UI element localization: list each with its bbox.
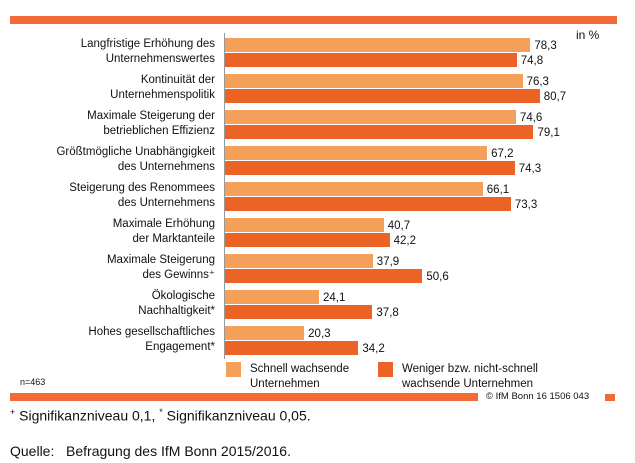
bar-fast-growing: [225, 326, 305, 340]
data-label: 50,6: [426, 270, 449, 283]
bar-fast-growing: [225, 38, 531, 52]
unit-label: in %: [576, 28, 600, 42]
data-label: 40,7: [387, 220, 411, 232]
bar-slow-growing: [225, 52, 517, 67]
category-label: Maximale Steigerung des Gewinns⁺: [106, 254, 215, 281]
category-label: Maximale Steigerung der betrieblichen Ef…: [87, 110, 215, 137]
legend-label-fast: Schnell wachsende Unternehmen: [250, 363, 350, 390]
legend-swatch-slow: [378, 362, 393, 377]
data-label: 78,3: [534, 40, 557, 52]
bar-slow-growing: [225, 196, 511, 211]
bar-fast-growing: [225, 254, 373, 268]
footnote-plus-text: Signifikanzniveau 0,1,: [15, 407, 160, 424]
category-label: Größtmögliche Unabhängigkeit des Unterne…: [56, 146, 215, 173]
data-label: 67,2: [491, 148, 514, 160]
star-marker: *: [159, 407, 163, 417]
data-label: 66,1: [486, 184, 510, 196]
data-label: 37,8: [376, 306, 399, 319]
footnote-star-text: Signifikanzniveau 0,05.: [162, 407, 311, 424]
category-label: Hohes gesellschaftliches Engagement*: [88, 326, 215, 353]
data-label: 42,2: [393, 234, 416, 247]
sample-size: n=463: [20, 377, 46, 387]
bottom-accent-bar: [10, 393, 478, 401]
bar-slow-growing: [225, 340, 359, 355]
data-label: 74,6: [519, 112, 543, 124]
bar-slow-growing: [225, 160, 515, 175]
data-label: 34,2: [362, 342, 385, 355]
bar-fast-growing: [225, 110, 516, 124]
data-label: 79,1: [537, 126, 560, 139]
copyright: © IfM Bonn 16 1506 043: [486, 391, 590, 402]
bar-slow-growing: [225, 88, 540, 103]
data-label: 37,9: [376, 256, 400, 268]
data-label: 73,3: [514, 198, 538, 211]
bar-slow-growing: [225, 268, 423, 283]
top-accent-bar: [10, 16, 617, 24]
category-label: Langfristige Erhöhung des Unternehmenswe…: [80, 38, 215, 65]
data-label: 20,3: [308, 328, 331, 340]
data-label: 74,3: [518, 162, 542, 175]
bar-fast-growing: [225, 182, 483, 196]
category-label: Steigerung des Renommees des Unternehmen…: [69, 182, 215, 209]
footnote: + Signifikanzniveau 0,1, * Signifikanzni…: [10, 407, 311, 424]
bar-slow-growing: [225, 304, 373, 319]
category-label: Ökologische Nachhaltigkeit*: [138, 290, 215, 317]
data-label: 74,8: [520, 54, 544, 67]
accent-square: [605, 394, 615, 401]
bar-slow-growing: [225, 124, 534, 139]
data-label: 80,7: [543, 90, 567, 103]
source: Quelle: Befragung des IfM Bonn 2015/2016…: [10, 443, 291, 459]
bar-fast-growing: [225, 218, 384, 232]
data-label: 76,3: [526, 76, 549, 88]
category-label: Kontinuität der Unternehmenspolitik: [110, 74, 215, 101]
category-label: Maximale Erhöhung der Marktanteile: [112, 218, 215, 245]
plus-marker: +: [10, 407, 16, 417]
bar-fast-growing: [225, 146, 488, 160]
legend-label-slow: Weniger bzw. nicht-schnell wachsende Unt…: [402, 363, 538, 390]
category-axis: [224, 33, 225, 359]
bar-fast-growing: [225, 290, 319, 304]
bar-fast-growing: [225, 74, 523, 88]
legend-swatch-fast: [226, 362, 241, 377]
bar-slow-growing: [225, 232, 390, 247]
data-label: 24,1: [322, 292, 346, 304]
